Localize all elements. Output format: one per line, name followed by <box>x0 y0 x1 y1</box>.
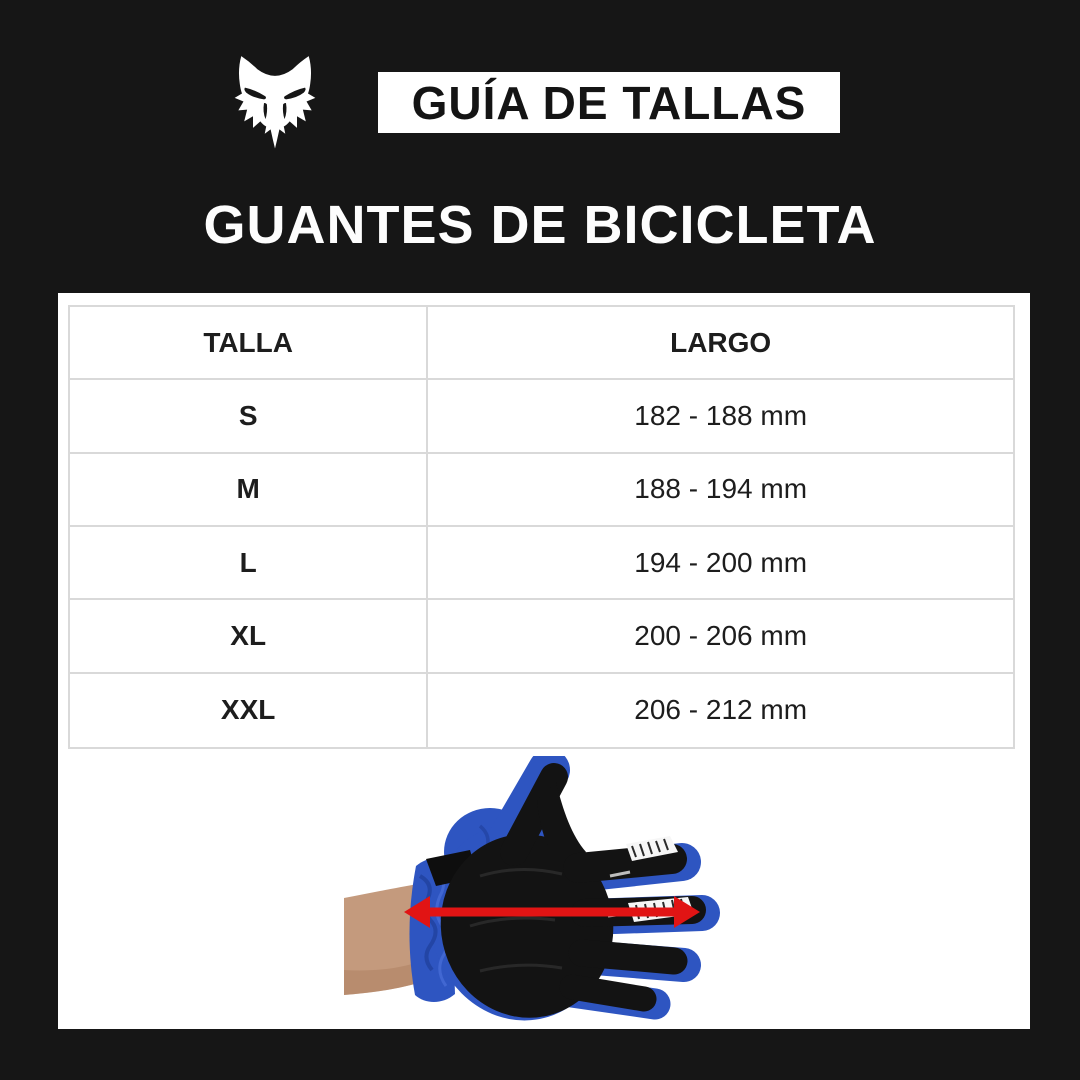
size-guide-badge: GUÍA DE TALLAS <box>378 72 840 133</box>
size-cell-s: S <box>70 380 429 454</box>
size-cell-m: M <box>70 453 429 527</box>
column-header-talla: TALLA <box>70 307 429 381</box>
length-cell-l: 194 - 200 mm <box>428 527 1013 601</box>
page-title: GUANTES DE BICICLETA <box>203 195 877 255</box>
size-cell-xl: XL <box>70 600 429 674</box>
length-cell-xl: 200 - 206 mm <box>428 600 1013 674</box>
size-guide-badge-label: GUÍA DE TALLAS <box>411 76 807 129</box>
column-header-largo: LARGO <box>428 307 1013 381</box>
size-cell-xxl: XXL <box>70 673 429 747</box>
size-cell-l: L <box>70 527 429 601</box>
length-cell-s: 182 - 188 mm <box>428 380 1013 454</box>
measurement-arrow-icon <box>404 896 700 928</box>
glove-measurement-illustration <box>344 756 720 1021</box>
length-cell-xxl: 206 - 212 mm <box>634 694 808 726</box>
size-table: TALLA LARGO S 182 - 188 mm M 188 - 194 m… <box>68 305 1015 749</box>
fox-head-logo-icon <box>234 56 316 149</box>
length-cell-m: 188 - 194 mm <box>428 454 1013 527</box>
size-table-panel: TALLA LARGO S 182 - 188 mm M 188 - 194 m… <box>58 293 1030 1029</box>
